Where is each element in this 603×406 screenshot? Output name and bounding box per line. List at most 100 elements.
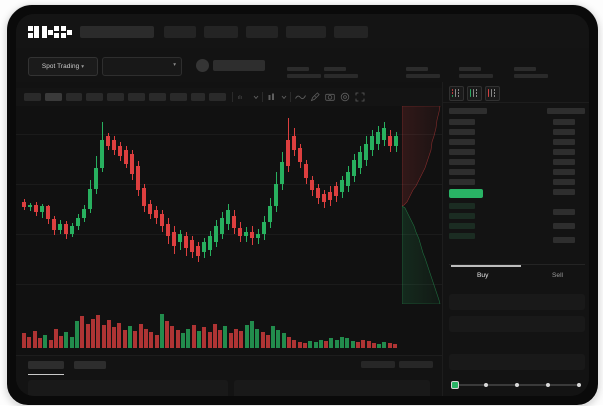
slider-node[interactable] (577, 382, 581, 387)
candle-body (52, 219, 56, 230)
nav-item-6[interactable] (334, 26, 368, 38)
candle-body (376, 132, 380, 144)
percent-slider[interactable] (451, 381, 583, 389)
drawing-tools-icon[interactable] (310, 92, 320, 102)
avatar (196, 59, 209, 72)
candle-body (250, 232, 254, 238)
bottom-tab-2[interactable] (74, 361, 106, 369)
indicators-icon[interactable]: ılı (238, 92, 248, 102)
orderbook-ask-row[interactable] (449, 169, 475, 175)
orderbook-ask-row[interactable] (449, 179, 475, 185)
orderbook-view-both-icon[interactable] (449, 86, 464, 101)
candle-body (142, 188, 146, 206)
volume-bar (255, 328, 260, 348)
candle-body (34, 205, 38, 212)
orderbook-bid-row[interactable] (449, 213, 475, 219)
timeframe-chip-7[interactable] (149, 93, 166, 101)
volume-bar (212, 323, 217, 348)
stat-block-5 (514, 67, 548, 78)
bottom-tab-1[interactable] (28, 361, 64, 369)
slider-node[interactable] (546, 382, 550, 387)
slider-node[interactable] (515, 382, 519, 387)
tab-sell[interactable]: Sell (552, 272, 563, 279)
volume-bar (271, 326, 276, 348)
volume-bar (377, 344, 382, 348)
candle-body (238, 228, 242, 236)
orderbook-view-asks-icon[interactable] (485, 86, 500, 101)
market-depth-chart (402, 106, 442, 304)
candle-body (352, 160, 356, 176)
camera-icon[interactable] (325, 92, 335, 102)
orderbook-bid-row[interactable] (449, 223, 475, 229)
volume-bar (159, 314, 164, 348)
bottom-action-1[interactable] (361, 361, 395, 368)
timeframe-chip-2[interactable] (45, 93, 62, 101)
orderbook-ask-row[interactable] (449, 159, 475, 165)
orderbook-view-bids-icon[interactable] (467, 86, 482, 101)
price-chart[interactable] (16, 106, 442, 355)
candle-body (172, 232, 176, 246)
stat-block-1 (287, 67, 321, 78)
orderbook-bid-row[interactable] (449, 203, 475, 209)
orderbook-divider (443, 102, 589, 103)
trading-pair-selector[interactable]: ▾ (102, 57, 182, 76)
chevron-down-icon[interactable] (280, 92, 288, 102)
volume-bar (133, 331, 138, 348)
timeframe-chip-5[interactable] (107, 93, 124, 101)
timeframe-chip-3[interactable] (66, 93, 82, 101)
timeframe-chip-8[interactable] (170, 93, 187, 101)
orderbook-ask-row[interactable] (449, 149, 475, 155)
timeframe-chip-4[interactable] (86, 93, 103, 101)
nav-item-3[interactable] (204, 26, 238, 38)
okx-logo-icon[interactable] (28, 26, 72, 38)
candle-body (58, 224, 62, 230)
stat-value (459, 74, 493, 78)
slider-node[interactable] (484, 382, 488, 387)
candle-body (310, 180, 314, 190)
orderbook-ask-row[interactable] (449, 129, 475, 135)
orderbook-ask-row[interactable] (449, 139, 475, 145)
bottom-action-2[interactable] (399, 361, 433, 368)
device-frame: Spot Trading ▾ ▾ (6, 4, 599, 406)
slider-handle[interactable] (451, 381, 459, 389)
orders-content-box-1 (28, 380, 228, 396)
volume-bar (53, 328, 58, 348)
volume-bar (393, 344, 397, 348)
volume-bar (37, 338, 42, 348)
order-total-field[interactable] (449, 354, 585, 370)
orderbook-amount-row (553, 169, 575, 175)
order-price-field[interactable] (449, 294, 585, 310)
svg-text:ılı: ılı (238, 95, 242, 101)
candlestick-series (16, 106, 442, 296)
timeframe-chip-9[interactable] (191, 93, 205, 101)
volume-bar (22, 333, 26, 348)
nav-item-5[interactable] (286, 26, 326, 38)
chevron-down-icon[interactable] (252, 92, 260, 102)
timeframe-chip-10[interactable] (209, 93, 226, 101)
compare-icon[interactable] (267, 92, 277, 102)
orderbook-ask-row[interactable] (449, 119, 475, 125)
volume-bar (281, 333, 286, 348)
trading-mode-selector[interactable]: Spot Trading ▾ (28, 57, 98, 76)
volume-bar (324, 340, 329, 348)
nav-item-4[interactable] (246, 26, 278, 38)
order-amount-field[interactable] (449, 316, 585, 332)
bottom-tab-active-underline (28, 374, 64, 376)
candle-body (226, 210, 230, 224)
chart-gridline (16, 134, 442, 135)
nav-item-2[interactable] (164, 26, 196, 38)
timeframe-chip-1[interactable] (24, 93, 41, 101)
settings-icon[interactable] (340, 92, 350, 102)
fullscreen-icon[interactable] (355, 92, 365, 102)
candle-body (364, 144, 368, 160)
line-style-icon[interactable] (295, 92, 306, 102)
candle-body (292, 136, 296, 150)
nav-item-1[interactable] (80, 26, 154, 38)
volume-bar (239, 331, 244, 348)
tab-buy[interactable]: Buy (477, 272, 489, 279)
timeframe-chip-6[interactable] (128, 93, 145, 101)
orderbook-bid-row[interactable] (449, 233, 475, 239)
candle-body (46, 206, 50, 219)
volume-bar (85, 323, 90, 348)
